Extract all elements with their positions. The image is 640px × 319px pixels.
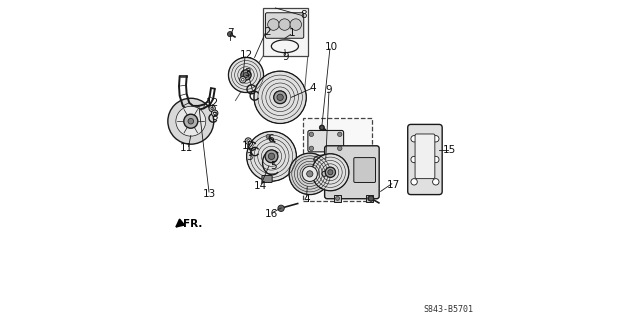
Ellipse shape [302, 166, 317, 182]
Text: S843-B5701: S843-B5701 [423, 305, 473, 314]
Ellipse shape [228, 57, 264, 93]
Circle shape [337, 146, 342, 151]
Circle shape [367, 197, 371, 200]
Circle shape [241, 78, 244, 81]
Circle shape [290, 19, 301, 30]
Circle shape [212, 110, 218, 116]
Ellipse shape [325, 167, 335, 177]
Text: 4: 4 [303, 194, 310, 204]
Ellipse shape [289, 153, 330, 195]
Text: 6: 6 [268, 134, 274, 145]
Circle shape [279, 19, 291, 30]
Circle shape [322, 171, 327, 176]
FancyBboxPatch shape [262, 175, 272, 182]
Ellipse shape [184, 114, 198, 128]
FancyBboxPatch shape [354, 158, 376, 182]
Circle shape [278, 205, 284, 211]
Text: 5: 5 [271, 160, 277, 171]
Circle shape [266, 134, 271, 139]
Text: 9: 9 [326, 85, 332, 95]
Ellipse shape [168, 98, 214, 144]
Circle shape [337, 132, 342, 137]
FancyBboxPatch shape [415, 134, 435, 179]
Text: 17: 17 [387, 180, 400, 190]
Text: 7: 7 [227, 28, 234, 38]
Text: 12: 12 [239, 50, 253, 60]
Bar [333, 195, 341, 202]
Circle shape [368, 196, 374, 201]
Ellipse shape [254, 71, 307, 123]
Circle shape [239, 77, 246, 83]
Circle shape [320, 126, 324, 130]
Circle shape [369, 196, 374, 201]
Circle shape [411, 136, 417, 142]
Text: 12: 12 [206, 98, 219, 108]
Circle shape [309, 132, 314, 137]
FancyBboxPatch shape [324, 146, 379, 199]
Circle shape [247, 140, 250, 142]
Bar [263, 8, 308, 56]
Ellipse shape [268, 153, 275, 160]
Text: 12: 12 [242, 141, 255, 151]
Ellipse shape [265, 150, 278, 163]
Text: 3: 3 [246, 152, 253, 162]
Text: 10: 10 [325, 42, 339, 52]
Ellipse shape [241, 70, 251, 80]
Ellipse shape [277, 94, 284, 100]
Ellipse shape [312, 154, 349, 191]
Text: 1: 1 [289, 28, 296, 38]
Ellipse shape [176, 106, 205, 136]
Circle shape [214, 112, 216, 115]
Bar [365, 195, 373, 202]
Text: 8: 8 [300, 10, 307, 20]
Circle shape [227, 32, 232, 37]
Ellipse shape [274, 91, 287, 104]
Ellipse shape [307, 171, 313, 177]
Circle shape [309, 146, 314, 151]
Text: 4: 4 [309, 83, 316, 93]
FancyBboxPatch shape [408, 124, 442, 195]
FancyBboxPatch shape [308, 130, 344, 152]
Text: 15: 15 [443, 145, 456, 155]
Circle shape [245, 138, 252, 144]
Circle shape [433, 156, 439, 163]
Ellipse shape [246, 131, 296, 181]
Circle shape [433, 136, 439, 142]
Text: 13: 13 [202, 189, 216, 199]
Text: FR.: FR. [183, 219, 202, 229]
Circle shape [411, 179, 417, 185]
Circle shape [268, 19, 279, 30]
Circle shape [209, 105, 216, 112]
Text: 9: 9 [282, 52, 289, 62]
Circle shape [411, 156, 417, 163]
Text: 2: 2 [264, 27, 271, 37]
Circle shape [433, 179, 439, 185]
Text: 3: 3 [244, 68, 251, 78]
Text: 14: 14 [253, 181, 267, 191]
Text: 16: 16 [265, 209, 278, 219]
Ellipse shape [188, 118, 194, 124]
Circle shape [211, 107, 214, 110]
Ellipse shape [243, 72, 248, 78]
Circle shape [335, 197, 339, 200]
Text: 11: 11 [180, 143, 193, 153]
Circle shape [319, 125, 324, 130]
Bar [303, 118, 372, 201]
FancyBboxPatch shape [266, 13, 304, 38]
Text: 3: 3 [211, 112, 218, 122]
Ellipse shape [328, 170, 333, 175]
